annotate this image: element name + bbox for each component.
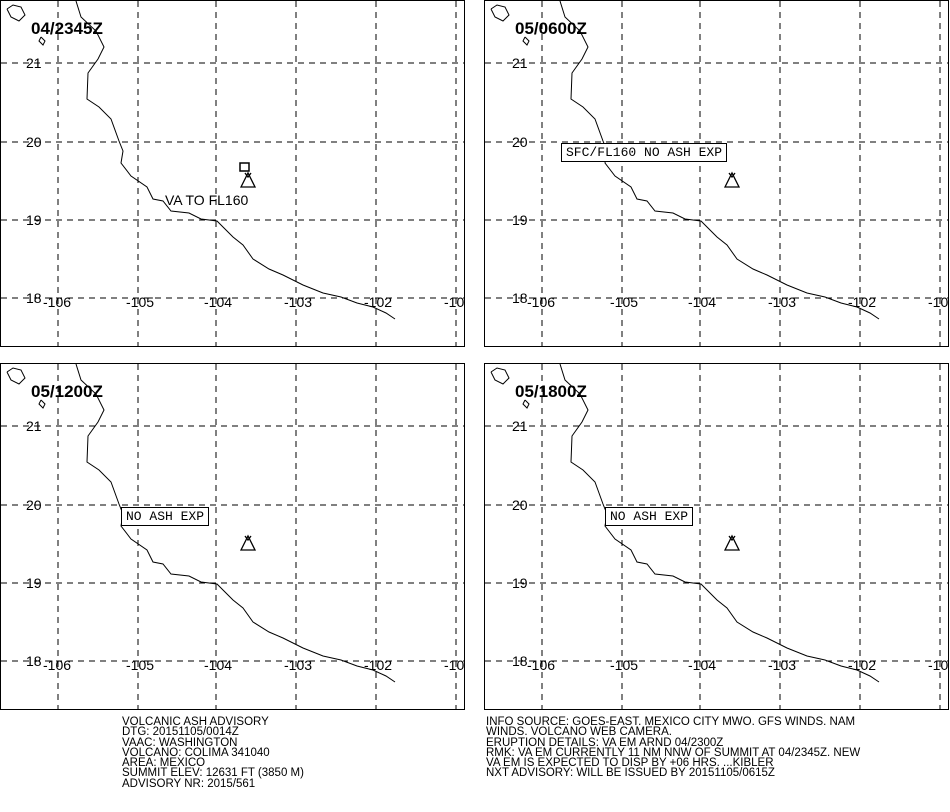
island-outline xyxy=(522,36,530,46)
latitude-label: 21 xyxy=(26,55,42,71)
coastline-feature xyxy=(6,4,26,22)
latitude-label: 20 xyxy=(26,134,42,150)
latitude-label: 19 xyxy=(26,212,42,228)
ash-label-box: SFC/FL160 NO ASH EXP xyxy=(561,143,728,162)
longitude-label: -105 xyxy=(126,657,154,673)
longitude-label: -102 xyxy=(848,294,876,310)
longitude-label: -102 xyxy=(364,657,392,673)
longitude-label: -106 xyxy=(527,294,555,310)
panel-map-graphic: 21 20 19 18-106 -105 -104 -103 -102 -101 xyxy=(1,364,465,709)
longitude-label: -104 xyxy=(688,294,716,310)
longitude-label: -105 xyxy=(610,657,638,673)
latitude-label: 18 xyxy=(26,653,42,669)
longitude-label: -105 xyxy=(126,294,154,310)
ash-emission-box-icon xyxy=(239,162,250,172)
longitude-label: -101 xyxy=(444,657,465,673)
volcano-plume-mark xyxy=(244,535,252,542)
map-panel-4: 21 20 19 18-106 -105 -104 -103 -102 -101 05/1800… xyxy=(484,363,949,710)
volcano-icon xyxy=(239,534,257,551)
latitude-label: 18 xyxy=(26,290,42,306)
volcano-icon xyxy=(723,171,741,188)
latitude-label: 19 xyxy=(512,575,528,591)
advisory-line: INFO SOURCE: GOES-EAST. MEXICO CITY MWO.… xyxy=(486,716,856,728)
advisory-text-right: INFO SOURCE: GOES-EAST. MEXICO CITY MWO.… xyxy=(486,716,861,780)
longitude-label: -101 xyxy=(444,294,465,310)
coastline xyxy=(75,1,396,320)
panel-map-graphic: 21 20 19 18-106 -105 -104 -103 -102 -101 xyxy=(485,1,949,346)
panel-map-graphic: 21 20 19 18-106 -105 -104 -103 -102 -101 xyxy=(1,1,465,346)
coastline-feature xyxy=(490,4,510,22)
coastline-feature xyxy=(6,367,26,385)
longitude-label: -104 xyxy=(688,657,716,673)
longitude-label: -106 xyxy=(43,294,71,310)
coastline xyxy=(75,364,396,683)
latitude-label: 21 xyxy=(26,418,42,434)
island-outline xyxy=(38,36,46,46)
advisory-line: AREA: MEXICO xyxy=(122,757,206,770)
latitude-label: 20 xyxy=(512,134,528,150)
advisory-line: ADVISORY NR: 2015/561 xyxy=(122,777,256,790)
longitude-label: -105 xyxy=(610,294,638,310)
advisory-line: VOLCANIC ASH ADVISORY xyxy=(122,716,269,728)
ash-label-box: NO ASH EXP xyxy=(121,507,210,526)
ash-label: VA TO FL160 xyxy=(165,192,249,208)
latitude-label: 19 xyxy=(512,212,528,228)
longitude-label: -104 xyxy=(204,294,232,310)
panel-time-title: 05/0600Z xyxy=(515,19,587,38)
latitude-label: 18 xyxy=(512,653,528,669)
panel-map-graphic: 21 20 19 18-106 -105 -104 -103 -102 -101 xyxy=(485,364,949,709)
panel-time-title: 04/2345Z xyxy=(31,19,103,38)
longitude-label: -103 xyxy=(284,294,312,310)
coastline xyxy=(559,1,880,320)
advisory-line: SUMMIT ELEV: 12631 FT (3850 M) xyxy=(122,767,304,780)
advisory-line: DTG: 20151105/0014Z xyxy=(122,726,239,739)
advisory-line: WINDS. VOLCANO WEB CAMERA. xyxy=(486,726,672,739)
coastline xyxy=(559,364,880,683)
advisory-line: VOLCANO: COLIMA 341040 xyxy=(122,746,270,759)
volcano-plume-mark xyxy=(244,172,252,179)
island-outline xyxy=(522,399,530,409)
longitude-label: -101 xyxy=(928,294,949,310)
latitude-label: 21 xyxy=(512,55,528,71)
advisory-text-left: VOLCANIC ASH ADVISORY DTG: 20151105/0014… xyxy=(122,716,304,790)
map-panel-3: 21 20 19 18-106 -105 -104 -103 -102 -101 05/1200… xyxy=(0,363,465,710)
volcano-plume-mark xyxy=(728,535,736,542)
map-panel-1: 21 20 19 18-106 -105 -104 -103 -102 -101 04/2345… xyxy=(0,0,465,347)
longitude-label: -104 xyxy=(204,657,232,673)
advisory-line: ERUPTION DETAILS: VA EM ARND 04/2300Z xyxy=(486,736,724,749)
latitude-label: 19 xyxy=(26,575,42,591)
panel-time-title: 05/1800Z xyxy=(515,382,587,401)
ash-label-box: NO ASH EXP xyxy=(605,507,694,526)
latitude-label: 20 xyxy=(512,497,528,513)
longitude-label: -103 xyxy=(284,657,312,673)
map-panel-2: 21 20 19 18-106 -105 -104 -103 -102 -101 05/0600… xyxy=(484,0,949,347)
volcano-icon xyxy=(723,534,741,551)
latitude-label: 18 xyxy=(512,290,528,306)
latitude-label: 21 xyxy=(512,418,528,434)
panel-time-title: 05/1200Z xyxy=(31,382,103,401)
volcano-plume-mark xyxy=(728,172,736,179)
latitude-label: 20 xyxy=(26,497,42,513)
volcano-icon xyxy=(239,171,257,188)
advisory-line: RMK: VA EM CURRENTLY 11 NM NNW OF SUMMIT… xyxy=(486,746,861,759)
advisory-line: VAAC: WASHINGTON xyxy=(122,736,238,749)
longitude-label: -101 xyxy=(928,657,949,673)
advisory-line: NXT ADVISORY: WILL BE ISSUED BY 20151105… xyxy=(486,767,775,780)
longitude-label: -102 xyxy=(364,294,392,310)
island-outline xyxy=(38,399,46,409)
longitude-label: -102 xyxy=(848,657,876,673)
advisory-line: VA EM IS EXPECTED TO DISP BY +06 HRS. ..… xyxy=(486,757,774,770)
longitude-label: -103 xyxy=(768,657,796,673)
longitude-label: -106 xyxy=(527,657,555,673)
longitude-label: -106 xyxy=(43,657,71,673)
coastline-feature xyxy=(490,367,510,385)
longitude-label: -103 xyxy=(768,294,796,310)
